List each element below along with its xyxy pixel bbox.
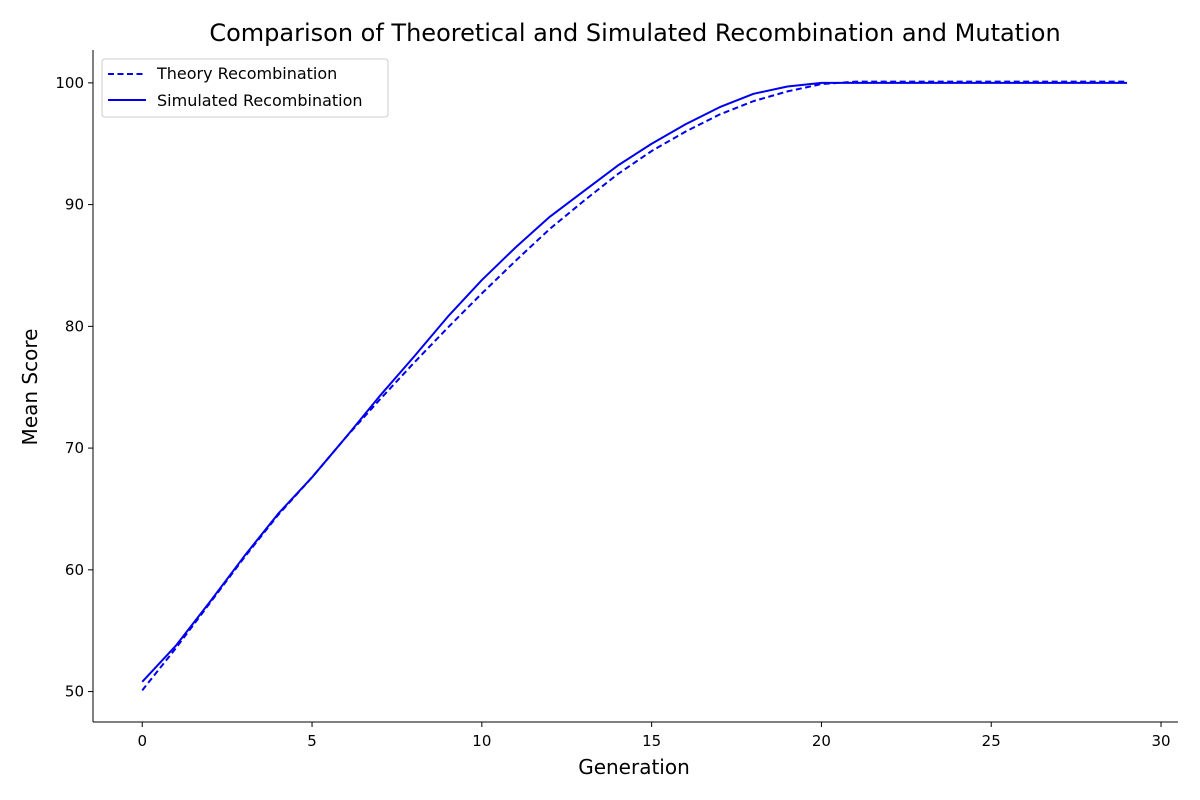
legend: Theory Recombination Simulated Recombina… <box>101 58 389 118</box>
y-tick-label: 60 <box>65 561 84 579</box>
y-axis-ticks: 50 60 70 80 90 100 <box>55 74 93 701</box>
axes <box>92 50 1178 723</box>
y-tick-label: 50 <box>65 683 84 701</box>
y-tick-label: 90 <box>65 196 84 214</box>
x-axis-ticks: 0 5 10 15 20 25 30 <box>137 722 1171 750</box>
x-tick-label: 0 <box>137 732 147 750</box>
series-layer <box>141 80 1128 691</box>
y-tick-label: 80 <box>65 317 84 335</box>
legend-entry-simulated: Simulated Recombination <box>157 91 363 110</box>
x-axis-label: Generation <box>578 755 690 779</box>
chart-title: Comparison of Theoretical and Simulated … <box>209 19 1060 47</box>
series-line-simulated-recombination <box>141 81 1128 683</box>
x-tick-label: 5 <box>307 732 317 750</box>
x-tick-label: 30 <box>1151 732 1170 750</box>
legend-entry-theory: Theory Recombination <box>156 64 337 83</box>
y-tick-label: 70 <box>65 439 84 457</box>
series-line-theory-recombination <box>141 80 1128 691</box>
x-tick-label: 25 <box>982 732 1001 750</box>
x-tick-label: 20 <box>812 732 831 750</box>
y-axis-label: Mean Score <box>18 329 42 446</box>
y-tick-label: 100 <box>55 74 84 92</box>
legend-box <box>101 58 389 118</box>
x-tick-label: 10 <box>472 732 491 750</box>
x-tick-label: 15 <box>642 732 661 750</box>
